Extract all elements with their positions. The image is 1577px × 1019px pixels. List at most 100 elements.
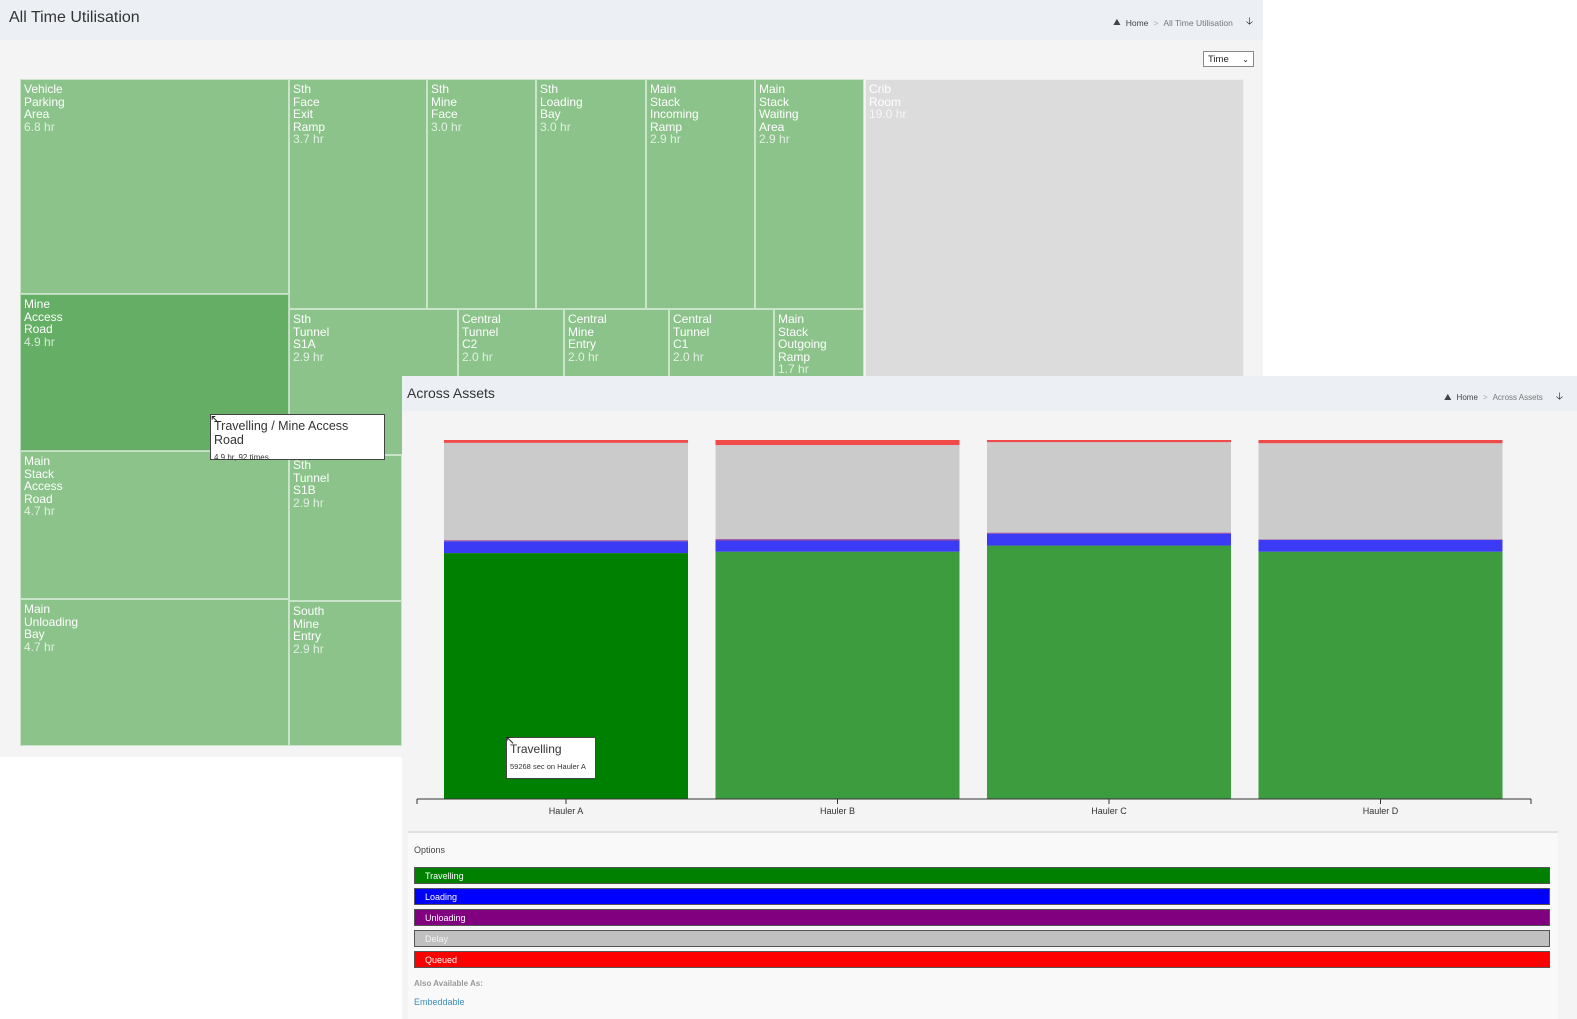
treemap-cell-label: Sth Tunnel S1A: [293, 312, 330, 351]
treemap-cell[interactable]: Sth Mine Face 3.0 hr: [427, 79, 536, 309]
chevron-down-icon: ⌄: [1242, 54, 1249, 64]
legend-toggle-unloading[interactable]: Unloading: [414, 909, 1550, 926]
treemap-cell-value: 2.9 hr: [293, 349, 324, 364]
treemap-cell-label: Sth Face Exit Ramp: [293, 82, 326, 134]
breadcrumb-home-link[interactable]: Home: [1456, 393, 1478, 402]
bar-segment-queued[interactable]: [444, 440, 688, 443]
download-icon[interactable]: 🡣: [1245, 16, 1253, 27]
breadcrumb-current: Across Assets: [1492, 393, 1543, 402]
legend-toggle-loading[interactable]: Loading: [414, 888, 1550, 905]
bar-segment-delay[interactable]: [987, 442, 1231, 533]
stacked-bar-chart: Hauler A Hauler B Hauler C Hauler D Travell…: [402, 411, 1577, 831]
series-legend: Travelling Loading Unloading Delay Queue…: [414, 867, 1550, 972]
breadcrumb-separator: >: [1153, 17, 1159, 28]
treemap-cell-value: 2.0 hr: [462, 349, 493, 364]
treemap-cell-value: 1.7 hr: [778, 362, 809, 376]
home-icon[interactable]: ⛰: [1443, 392, 1452, 402]
embeddable-link[interactable]: Embeddable: [414, 997, 465, 1007]
treemap-cell-value: 19.0 hr: [869, 107, 907, 121]
x-axis-tick-label: Hauler C: [1091, 806, 1127, 816]
treemap-tooltip: Travelling / Mine Access Road 4.9 hr, 92…: [210, 414, 385, 462]
treemap-cell-label: Main Stack Waiting Area: [759, 82, 799, 134]
legend-toggle-queued[interactable]: Queued: [414, 951, 1550, 968]
page-header: All Time Utilisation ⛰ Home > All Time U…: [0, 0, 1263, 40]
tooltip-title: Travelling / Mine Access Road: [214, 419, 349, 447]
treemap-cell-label: Sth Tunnel S1B: [293, 458, 330, 497]
metric-select[interactable]: Time ⌄: [1203, 51, 1254, 67]
treemap-cell-value: 4.7 hr: [24, 639, 55, 654]
treemap-cell[interactable]: Vehicle Parking Area 6.8 hr: [20, 79, 289, 294]
treemap-cell-label: Sth Mine Face: [431, 82, 458, 121]
mouse-cursor-icon: ↖: [210, 412, 221, 426]
treemap-cell-value: 2.0 hr: [673, 349, 704, 364]
bar-segment-queued[interactable]: [715, 440, 960, 446]
bar-segment-unloading[interactable]: [987, 532, 1231, 534]
legend-toggle-travelling[interactable]: Travelling: [414, 867, 1550, 884]
treemap-cell-label: Vehicle Parking Area: [24, 82, 65, 121]
treemap-cell[interactable]: Main Stack Incoming Ramp 2.9 hr: [646, 79, 755, 309]
treemap-cell-label: Mine Access Road: [24, 297, 63, 336]
treemap-cell-value: 2.9 hr: [293, 641, 324, 656]
bar-segment-unloading[interactable]: [715, 539, 960, 541]
treemap-cell[interactable]: Central Tunnel C2 2.0 hr: [458, 309, 564, 379]
treemap-cell[interactable]: Main Stack Access Road 4.7 hr: [20, 451, 289, 599]
treemap-cell[interactable]: Main Stack Waiting Area 2.9 hr: [755, 79, 864, 309]
treemap-cell-value: 6.8 hr: [24, 119, 55, 134]
bar-segment-unloading[interactable]: [1258, 539, 1503, 540]
breadcrumb-home-link[interactable]: Home: [1125, 17, 1149, 28]
treemap-cell[interactable]: Crib Room 19.0 hr: [865, 79, 1244, 379]
bar-segment-queued[interactable]: [987, 440, 1231, 443]
utilisation-window: All Time Utilisation ⛰ Home > All Time U…: [0, 0, 1263, 757]
bar-segment-loading[interactable]: [987, 533, 1231, 546]
x-axis-tick-label: Hauler D: [1363, 806, 1399, 816]
legend-toggle-delay[interactable]: Delay: [414, 930, 1550, 947]
bar-segment-delay[interactable]: [715, 445, 960, 540]
treemap-cell-label: Main Stack Incoming Ramp: [650, 82, 699, 134]
treemap-cell[interactable]: Sth Face Exit Ramp 3.7 hr: [289, 79, 427, 309]
treemap-cell[interactable]: Sth Tunnel S1B 2.9 hr: [289, 455, 402, 601]
treemap-cell-value: 4.9 hr: [24, 334, 55, 349]
x-axis-tick-label: Hauler B: [820, 806, 855, 816]
bar-segment-unloading[interactable]: [444, 540, 688, 542]
treemap-cell-value: 2.0 hr: [568, 349, 599, 364]
breadcrumb-separator: >: [1482, 393, 1488, 402]
bar-segment-travelling[interactable]: [987, 545, 1231, 799]
treemap-cell-label: Main Stack Outgoing Ramp: [778, 312, 827, 364]
treemap-cell-label: South Mine Entry: [293, 604, 325, 643]
treemap-cell-label: Central Mine Entry: [568, 312, 607, 351]
bar-segment-delay[interactable]: [1258, 443, 1503, 540]
bar-segment-queued[interactable]: [1258, 440, 1503, 444]
treemap-cell[interactable]: Main Stack Outgoing Ramp 1.7 hr: [774, 309, 864, 379]
bar-segment-delay[interactable]: [444, 442, 688, 541]
treemap-cell-value: 2.9 hr: [759, 132, 790, 146]
also-available-label: Also Available As:: [414, 979, 483, 988]
bar-segment-travelling[interactable]: [715, 551, 960, 799]
treemap-cell-label: Sth Loading Bay: [540, 82, 583, 121]
breadcrumb-current: All Time Utilisation: [1163, 17, 1233, 28]
bar-segment-loading[interactable]: [1258, 539, 1503, 552]
tooltip-detail: 4.9 hr, 92 times: [214, 453, 269, 462]
treemap-cell-label: Central Tunnel C1: [673, 312, 712, 351]
bar-segment-loading[interactable]: [444, 541, 688, 554]
bar-segment-loading[interactable]: [715, 540, 960, 552]
download-icon[interactable]: 🡣: [1555, 391, 1563, 402]
treemap-cell-value: 3.7 hr: [293, 132, 324, 146]
treemap-cell[interactable]: Central Tunnel C1 2.0 hr: [669, 309, 774, 379]
treemap-cell-value: 2.9 hr: [650, 132, 681, 146]
x-axis-tick-label: Hauler A: [549, 806, 584, 816]
breadcrumb: ⛰ Home > Across Assets 🡣: [1444, 389, 1563, 406]
page-title: Across Assets: [407, 385, 495, 401]
assets-window: Across Assets ⛰ Home > Across Assets 🡣 H…: [402, 376, 1577, 1019]
treemap-cell[interactable]: Central Mine Entry 2.0 hr: [564, 309, 669, 379]
chart-tooltip: Travelling 59268 sec on Hauler A: [506, 737, 596, 779]
treemap-cell[interactable]: South Mine Entry 2.9 hr: [289, 601, 402, 746]
metric-select-value: Time: [1208, 53, 1229, 65]
treemap-cell[interactable]: Sth Loading Bay 3.0 hr: [536, 79, 646, 309]
tooltip-detail: 59268 sec on Hauler A: [510, 762, 586, 771]
bar-segment-travelling[interactable]: [1258, 551, 1503, 799]
options-title: Options: [414, 845, 446, 855]
breadcrumb: ⛰ Home > All Time Utilisation 🡣: [1113, 14, 1253, 31]
treemap-cell[interactable]: Main Unloading Bay 4.7 hr: [20, 599, 289, 746]
treemap-cell-label: Crib Room: [869, 82, 902, 109]
home-icon[interactable]: ⛰: [1113, 17, 1121, 27]
